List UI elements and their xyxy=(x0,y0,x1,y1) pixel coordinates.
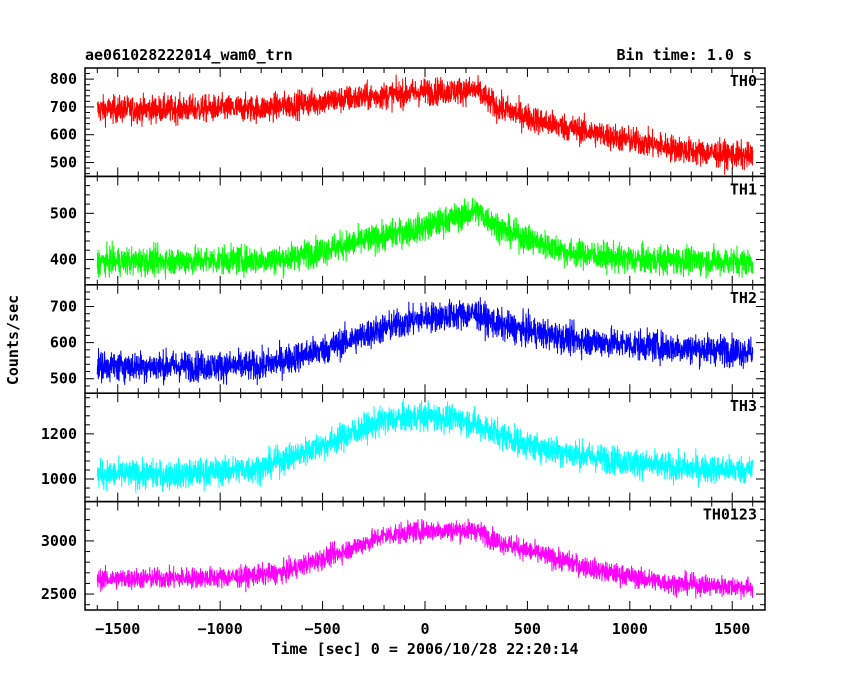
panel-th0-y-tick-label: 500 xyxy=(50,154,77,172)
x-tick-label: 0 xyxy=(420,620,429,638)
panel-th1-series-line xyxy=(96,197,754,280)
panel-th0-y-tick-label: 700 xyxy=(50,98,77,116)
x-tick-label: −1500 xyxy=(95,620,140,638)
panel-th2-label: TH2 xyxy=(730,289,757,307)
x-tick-label: 1000 xyxy=(612,620,648,638)
panels-group: 500 600 700 800 TH0 400 500 TH1 500 600 700 TH2 1000… xyxy=(41,67,766,638)
panel-th1-y-tick-label: 400 xyxy=(50,250,77,268)
chart-title: ae061028222014_wam0_trn xyxy=(85,46,293,64)
panel-th3-y-tick-label: 1200 xyxy=(41,425,77,443)
panel-th3-y-tick-label: 1000 xyxy=(41,470,77,488)
panel-th0-label: TH0 xyxy=(730,72,757,90)
panel-th0123-frame xyxy=(84,500,766,611)
panel-th0-series-line xyxy=(96,74,754,175)
panel-th2-y-tick-label: 500 xyxy=(50,370,77,388)
panel-th2-y-tick-label: 600 xyxy=(50,334,77,352)
x-axis-label: Time [sec] 0 = 2006/10/28 22:20:14 xyxy=(271,640,578,658)
x-tick-label: −500 xyxy=(305,620,341,638)
panel-th0123-y-tick-label: 3000 xyxy=(41,532,77,550)
panel-th0-y-tick-label: 800 xyxy=(50,70,77,88)
x-tick-label: 500 xyxy=(514,620,541,638)
bin-time-label: Bin time: 1.0 s xyxy=(617,46,752,64)
panel-th0-y-tick-label: 600 xyxy=(50,126,77,144)
panel-th3-series-line xyxy=(96,399,754,493)
x-tick-label: −1000 xyxy=(198,620,243,638)
panel-th3-label: TH3 xyxy=(730,397,757,415)
panel-th0123-y-tick-label: 2500 xyxy=(41,585,77,603)
panel-th0123-label: TH0123 xyxy=(703,506,757,524)
panel-th2-series-line xyxy=(96,297,754,386)
panel-th1-y-tick-label: 500 xyxy=(50,204,77,222)
panel-th2-y-tick-label: 700 xyxy=(50,297,77,315)
y-axis-label: Counts/sec xyxy=(4,295,22,385)
panel-th0123-series-line xyxy=(96,518,754,600)
x-tick-label: 1500 xyxy=(714,620,750,638)
panel-th1-label: TH1 xyxy=(730,180,757,198)
